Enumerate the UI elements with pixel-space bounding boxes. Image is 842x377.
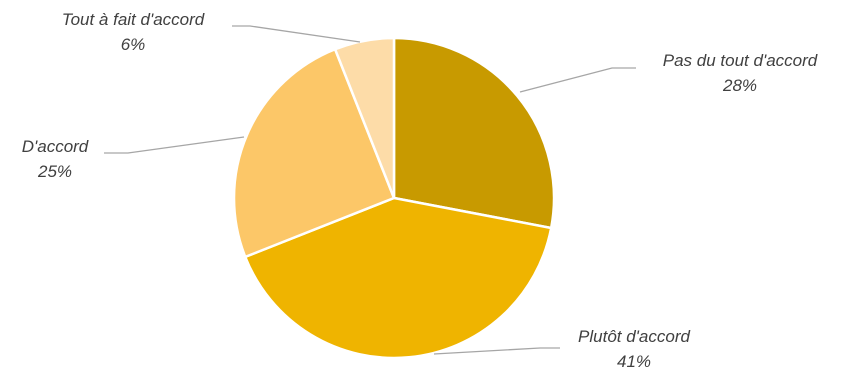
leader-line-plutot-d-accord [433, 347, 560, 355]
slice-value-label-plutot-d-accord: 41% [617, 352, 651, 371]
pie-slice-tout-a-fait-d-accord [333, 36, 396, 199]
slice-value-label-pas-du-tout-d-accord: 28% [722, 76, 757, 95]
slice-label-tout-a-fait-d-accord: Tout à fait d'accord [62, 10, 205, 29]
leader-line-d-accord [104, 136, 245, 154]
leader-line-pas-du-tout-d-accord [519, 67, 636, 93]
leader-line-tout-a-fait-d-accord [232, 25, 361, 43]
pie-slice-plutot-d-accord [243, 196, 553, 360]
slice-value-label-d-accord: 25% [37, 162, 72, 181]
slice-label-plutot-d-accord: Plutôt d'accord [578, 327, 690, 346]
slice-label-d-accord: D'accord [22, 137, 89, 156]
pie-slice-d-accord [232, 47, 396, 259]
pie-slice-pas-du-tout-d-accord [392, 36, 556, 230]
slice-label-pas-du-tout-d-accord: Pas du tout d'accord [663, 51, 818, 70]
slice-value-label-tout-a-fait-d-accord: 6% [121, 35, 146, 54]
